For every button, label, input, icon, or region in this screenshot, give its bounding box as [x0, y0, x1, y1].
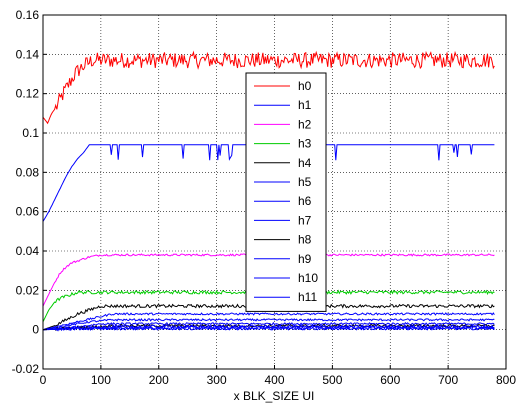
x-axis-label: x BLK_SIZE UI: [234, 389, 315, 403]
legend-label-h7: h7: [298, 213, 312, 227]
y-tick-label: 0.1: [22, 126, 39, 140]
y-tick-label: 0: [32, 323, 39, 337]
legend-label-h1: h1: [298, 98, 312, 112]
x-tick-label: 800: [496, 373, 516, 387]
legend-label-h11: h11: [298, 290, 317, 304]
x-tick-label: 0: [40, 373, 47, 387]
legend-label-h8: h8: [298, 233, 312, 247]
legend-label-h9: h9: [298, 252, 312, 266]
y-tick-label: 0.06: [16, 205, 40, 219]
x-tick-label: 500: [322, 373, 342, 387]
y-tick-label: -0.02: [12, 362, 40, 376]
series-line-h0: [42, 50, 495, 125]
legend-label-h3: h3: [298, 137, 312, 151]
x-tick-label: 700: [438, 373, 458, 387]
legend-label-h2: h2: [298, 117, 312, 131]
axis-ticks: 0 100 200 300 400 500 600 700 800-0.0200.020.040…: [12, 8, 517, 387]
legend-label-h0: h0: [298, 79, 312, 93]
legend: h0 h1 h2 h3 h4 h5 h6 h7 h8 h9 h10 h11: [245, 72, 327, 312]
series-line-h5: [42, 312, 495, 331]
series-line-h6: [42, 318, 495, 331]
legend-label-h4: h4: [298, 156, 312, 170]
y-tick-label: 0.16: [16, 8, 40, 22]
y-tick-label: 0.14: [16, 47, 40, 61]
x-tick-label: 200: [149, 373, 169, 387]
x-tick-label: 600: [380, 373, 400, 387]
y-tick-label: 0.02: [16, 283, 40, 297]
y-tick-label: 0.12: [16, 87, 40, 101]
legend-label-h10: h10: [298, 271, 318, 285]
x-tick-label: 400: [264, 373, 284, 387]
x-tick-label: 300: [207, 373, 227, 387]
legend-label-h5: h5: [298, 175, 312, 189]
series-line-h11: [42, 326, 495, 331]
y-tick-label: 0.04: [16, 244, 40, 258]
legend-label-h6: h6: [298, 194, 312, 208]
x-tick-label: 100: [91, 373, 111, 387]
y-tick-label: 0.08: [16, 165, 40, 179]
legend-box: [245, 72, 327, 312]
